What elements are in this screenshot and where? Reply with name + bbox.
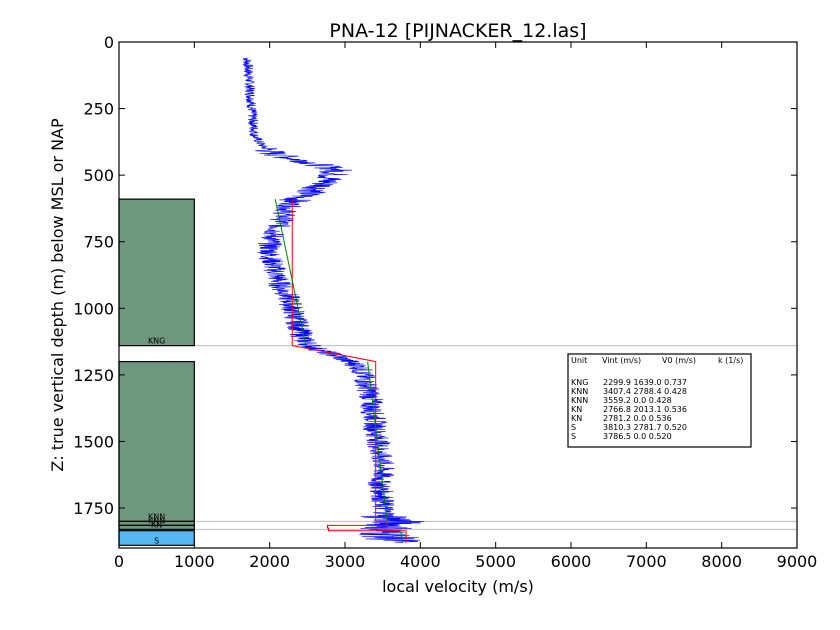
x-tick-label-1: 1000 <box>174 552 215 571</box>
linear-model-segment-2 <box>400 530 403 543</box>
table-row-unit-2: KNN <box>571 396 588 405</box>
table-row-unit-6: S <box>571 432 576 441</box>
unit-label-4: KN <box>151 520 162 529</box>
unit-label-2: KNN <box>148 512 165 521</box>
table-header-0: Unit <box>571 356 587 365</box>
x-tick-label-9: 9000 <box>777 552 818 571</box>
linear-model-segment-1 <box>367 361 388 522</box>
table-row-values-6: 3786.5 0.0 0.520 <box>603 432 672 441</box>
x-tick-label-3: 3000 <box>325 552 366 571</box>
table-row-values-5: 3810.3 2781.7 0.520 <box>603 423 687 432</box>
y-tick-label-6: 1500 <box>73 432 114 451</box>
chart-title: PNA-12 [PIJNACKER_12.las] <box>329 20 586 42</box>
y-tick-label-2: 500 <box>83 166 114 185</box>
table-row-values-0: 2299.9 1639.0 0.737 <box>603 378 687 387</box>
unit-label-3: KNN <box>148 516 165 525</box>
table-row-unit-5: S <box>571 423 576 432</box>
y-tick-label-3: 750 <box>83 233 114 252</box>
velocity-table-box <box>567 353 752 448</box>
y-tick-label-5: 1250 <box>73 366 114 385</box>
y-axis-label: Z: true vertical depth (m) below MSL or … <box>48 118 67 472</box>
table-header-2: V0 (m/s) <box>662 356 696 365</box>
x-tick-label-5: 5000 <box>475 552 516 571</box>
x-axis-label: local velocity (m/s) <box>382 577 534 596</box>
x-tick-label-8: 8000 <box>701 552 742 571</box>
table-row-unit-3: KN <box>571 405 582 414</box>
y-tick-label-1: 250 <box>83 100 114 119</box>
table-row-unit-1: KNN <box>571 387 588 396</box>
table-header-1: Vint (m/s) <box>602 356 641 365</box>
unit-block-0 <box>118 198 195 347</box>
y-tick-label-0: 0 <box>104 33 114 52</box>
table-row-values-3: 2766.8 2013.1 0.536 <box>603 405 687 414</box>
table-row-unit-4: KN <box>571 414 582 423</box>
linear-model-segment-0 <box>274 199 307 346</box>
unit-label-0: KNG <box>148 337 165 346</box>
y-tick-label-4: 1000 <box>73 299 114 318</box>
table-row-values-2: 3559.2 0.0 0.428 <box>603 396 672 405</box>
velocity-log-series <box>242 57 425 543</box>
x-tick-label-4: 4000 <box>400 552 441 571</box>
unit-label-5: S <box>154 536 159 545</box>
interval-velocity-series <box>291 199 407 543</box>
plot-frame <box>118 41 798 549</box>
x-tick-label-0: 0 <box>114 552 124 571</box>
table-header-3: k (1/s) <box>718 356 743 365</box>
x-tick-label-2: 2000 <box>249 552 290 571</box>
x-tick-label-6: 6000 <box>551 552 592 571</box>
table-row-values-4: 2781.2 0.0 0.536 <box>603 414 672 423</box>
unit-block-2 <box>118 360 195 522</box>
x-tick-label-7: 7000 <box>626 552 667 571</box>
y-tick-label-7: 1750 <box>73 499 114 518</box>
table-row-unit-0: KNG <box>571 378 588 387</box>
table-row-values-1: 3407.4 2788.4 0.428 <box>603 387 687 396</box>
